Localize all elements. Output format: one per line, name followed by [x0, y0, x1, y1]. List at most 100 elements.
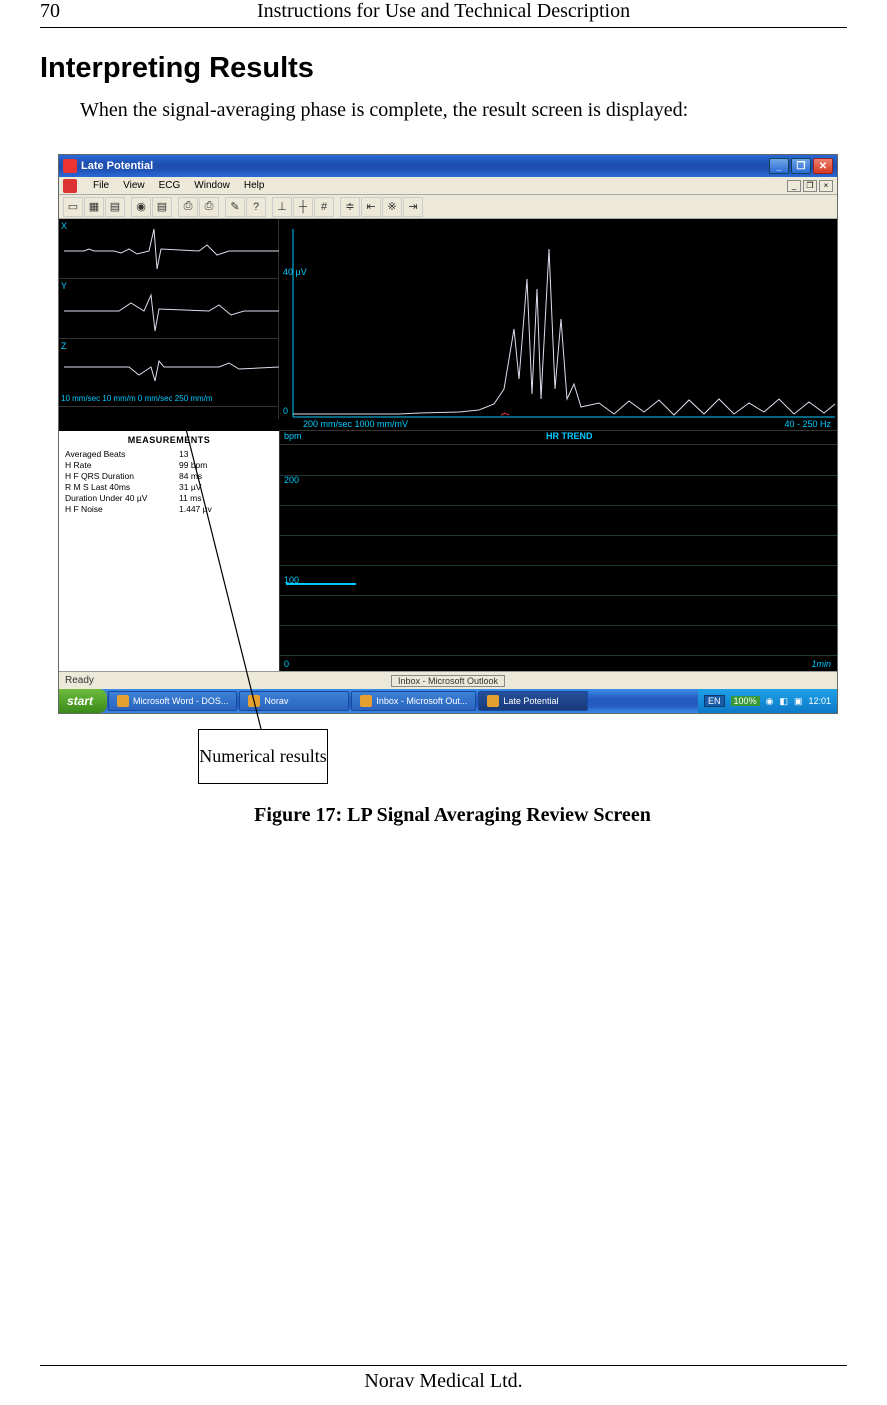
toolbar-button[interactable]: ⊥	[272, 197, 292, 217]
mdi-app-icon	[63, 179, 77, 193]
status-center-button[interactable]: Inbox - Microsoft Outlook	[391, 675, 505, 687]
hr-trend-line	[286, 583, 356, 585]
mdi-close[interactable]: ×	[819, 180, 833, 192]
signal-y-label: 40 µV	[283, 267, 307, 277]
xyz-scale-label: 10 mm/sec 10 mm/m 0 mm/sec 250 mm/m	[59, 394, 279, 406]
measurement-row: R M S Last 40ms31 µV	[65, 482, 273, 492]
taskbar-button-label: Microsoft Word - DOS...	[133, 696, 228, 706]
taskbar-button-icon	[248, 695, 260, 707]
figure-caption: Figure 17: LP Signal Averaging Review Sc…	[58, 804, 847, 827]
start-button[interactable]: start	[59, 689, 107, 713]
toolbar-button[interactable]: ⇥	[403, 197, 423, 217]
measurement-row: H Rate 99 bpm	[65, 460, 273, 470]
taskbar-button-icon	[487, 695, 499, 707]
hr-x-label: 1min	[811, 659, 831, 669]
measurement-value: 84 ms	[179, 471, 202, 481]
toolbar-button[interactable]: ▭	[63, 197, 83, 217]
tray-icon[interactable]: ◧	[779, 696, 788, 707]
taskbar-button[interactable]: Late Potential	[478, 691, 588, 711]
hr-title-row: bpm HR TREND	[280, 431, 837, 445]
callout-box: Numerical results	[198, 729, 328, 784]
measurement-label: Averaged Beats	[65, 449, 175, 459]
measurement-value: 1.447 µv	[179, 504, 212, 514]
system-tray: EN 100% ◉ ◧ ▣ 12:01	[698, 689, 837, 713]
menu-view[interactable]: View	[123, 180, 145, 191]
measurement-row: Duration Under 40 µV11 ms	[65, 493, 273, 503]
tray-percent: 100%	[731, 696, 760, 706]
signal-panel: 40 µV 0 200 mm/sec 1000 mm/mV 40 - 250 H…	[279, 219, 837, 431]
menu-help[interactable]: Help	[244, 180, 265, 191]
menu-ecg[interactable]: ECG	[159, 180, 181, 191]
taskbar-button[interactable]: Microsoft Word - DOS...	[108, 691, 237, 711]
measurement-value: 31 µV	[179, 482, 201, 492]
hr-zero-label: 0	[284, 659, 289, 669]
status-bar: Ready Inbox - Microsoft Outlook	[59, 671, 837, 689]
close-button[interactable]: ✕	[813, 158, 833, 174]
channel-y-row: Y	[59, 279, 278, 339]
channel-x-label: X	[61, 221, 67, 231]
toolbar-button[interactable]: #	[314, 197, 334, 217]
maximize-button[interactable]: ❐	[791, 158, 811, 174]
work-area: X Y Z 10 mm/sec 10 mm/m 0 mm/	[59, 219, 837, 671]
taskbar-button-icon	[117, 695, 129, 707]
hr-trend-panel: bpm HR TREND 200 100 0 1min	[279, 431, 837, 671]
tray-time: 12:01	[808, 696, 831, 706]
toolbar-button[interactable]: ▦	[84, 197, 104, 217]
tray-lang[interactable]: EN	[704, 695, 725, 707]
taskbar-button-label: Inbox - Microsoft Out...	[376, 696, 467, 706]
toolbar-button[interactable]: ▤	[105, 197, 125, 217]
toolbar-button[interactable]: ≑	[340, 197, 360, 217]
hr-bpm-label: bpm	[280, 431, 302, 444]
minimize-button[interactable]: _	[769, 158, 789, 174]
averaged-signal-wave	[279, 219, 839, 431]
mdi-minimize[interactable]: _	[787, 180, 801, 192]
hr-trend-title: HR TREND	[302, 431, 837, 444]
toolbar-button[interactable]: ?	[246, 197, 266, 217]
signal-filter-label: 40 - 250 Hz	[784, 419, 831, 429]
measurement-row: Averaged Beats 13	[65, 449, 273, 459]
measurements-title: MEASUREMENTS	[65, 435, 273, 445]
toolbar-button[interactable]: ◉	[131, 197, 151, 217]
header-title: Instructions for Use and Technical Descr…	[40, 0, 847, 23]
signal-x-scale: 200 mm/sec 1000 mm/mV	[303, 419, 408, 429]
channel-z-label: Z	[61, 341, 67, 351]
window-titlebar: Late Potential _ ❐ ✕	[59, 155, 837, 177]
intro-text: When the signal-averaging phase is compl…	[80, 99, 847, 122]
signal-zero-label: 0	[283, 406, 288, 416]
taskbar-button-icon	[360, 695, 372, 707]
channel-z-row: Z 10 mm/sec 10 mm/m 0 mm/sec 250 mm/m	[59, 339, 278, 407]
toolbar-button[interactable]: ▤	[152, 197, 172, 217]
menu-bar: File View ECG Window Help _ ❐ ×	[59, 177, 837, 195]
start-label: start	[67, 694, 93, 708]
figure-container: Late Potential _ ❐ ✕ File View ECG Windo…	[58, 154, 847, 827]
measurement-value: 99 bpm	[179, 460, 207, 470]
app-icon	[63, 159, 77, 173]
mdi-restore[interactable]: ❐	[803, 180, 817, 192]
xyz-panel: X Y Z 10 mm/sec 10 mm/m 0 mm/	[59, 219, 279, 419]
status-text: Ready	[65, 675, 94, 686]
page-header: 70 Instructions for Use and Technical De…	[40, 0, 847, 28]
toolbar-button[interactable]: ⇤	[361, 197, 381, 217]
page-footer: Norav Medical Ltd.	[40, 1365, 847, 1393]
tray-icon[interactable]: ◉	[766, 696, 774, 707]
screenshot-frame: Late Potential _ ❐ ✕ File View ECG Windo…	[58, 154, 838, 714]
measurement-label: H Rate	[65, 460, 175, 470]
channel-z-wave	[59, 339, 279, 395]
measurement-value: 11 ms	[179, 493, 202, 503]
toolbar-button[interactable]: ✎	[225, 197, 245, 217]
channel-x-row: X	[59, 219, 278, 279]
measurement-value: 13	[179, 449, 188, 459]
tray-icon[interactable]: ▣	[794, 696, 803, 707]
callout-text: Numerical results	[199, 746, 326, 768]
menu-window[interactable]: Window	[194, 180, 230, 191]
menu-file[interactable]: File	[93, 180, 109, 191]
taskbar-button[interactable]: Norav	[239, 691, 349, 711]
toolbar-button[interactable]: ┼	[293, 197, 313, 217]
toolbar-button[interactable]: ※	[382, 197, 402, 217]
measurement-row: H F QRS Duration84 ms	[65, 471, 273, 481]
toolbar-button[interactable]: ⎙	[199, 197, 219, 217]
taskbar-button[interactable]: Inbox - Microsoft Out...	[351, 691, 476, 711]
hr-grid: 200 100 0 1min	[280, 445, 837, 671]
toolbar-button[interactable]: ⎙	[178, 197, 198, 217]
taskbar-button-label: Norav	[264, 696, 288, 706]
